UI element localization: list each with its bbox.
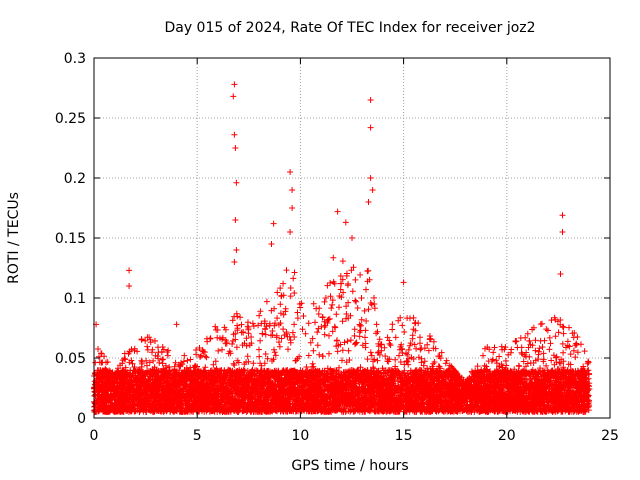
y-tick-label: 0.05	[55, 351, 86, 367]
x-tick-label: 20	[498, 428, 516, 444]
y-tick-label: 0.25	[55, 111, 86, 127]
y-tick-label: 0	[77, 411, 86, 427]
x-tick-label: 0	[90, 428, 99, 444]
y-axis-label: ROTI / TECUs	[6, 192, 22, 284]
chart-title: Day 015 of 2024, Rate Of TEC Index for r…	[164, 20, 535, 36]
roti-markers	[91, 81, 593, 415]
x-tick-label: 25	[601, 428, 619, 444]
y-axis-ticks: 0 0.05 0.1 0.15 0.2 0.25 0.3	[55, 51, 610, 427]
x-tick-label: 10	[291, 428, 309, 444]
x-tick-label: 5	[193, 428, 202, 444]
x-axis-ticks: 0 5 10 15 20 25	[90, 58, 619, 444]
x-tick-label: 15	[395, 428, 413, 444]
y-tick-label: 0.1	[64, 291, 86, 307]
y-tick-label: 0.3	[64, 51, 86, 67]
data-points	[91, 81, 593, 415]
y-tick-label: 0.15	[55, 231, 86, 247]
x-axis-label: GPS time / hours	[291, 458, 408, 474]
y-tick-label: 0.2	[64, 171, 86, 187]
